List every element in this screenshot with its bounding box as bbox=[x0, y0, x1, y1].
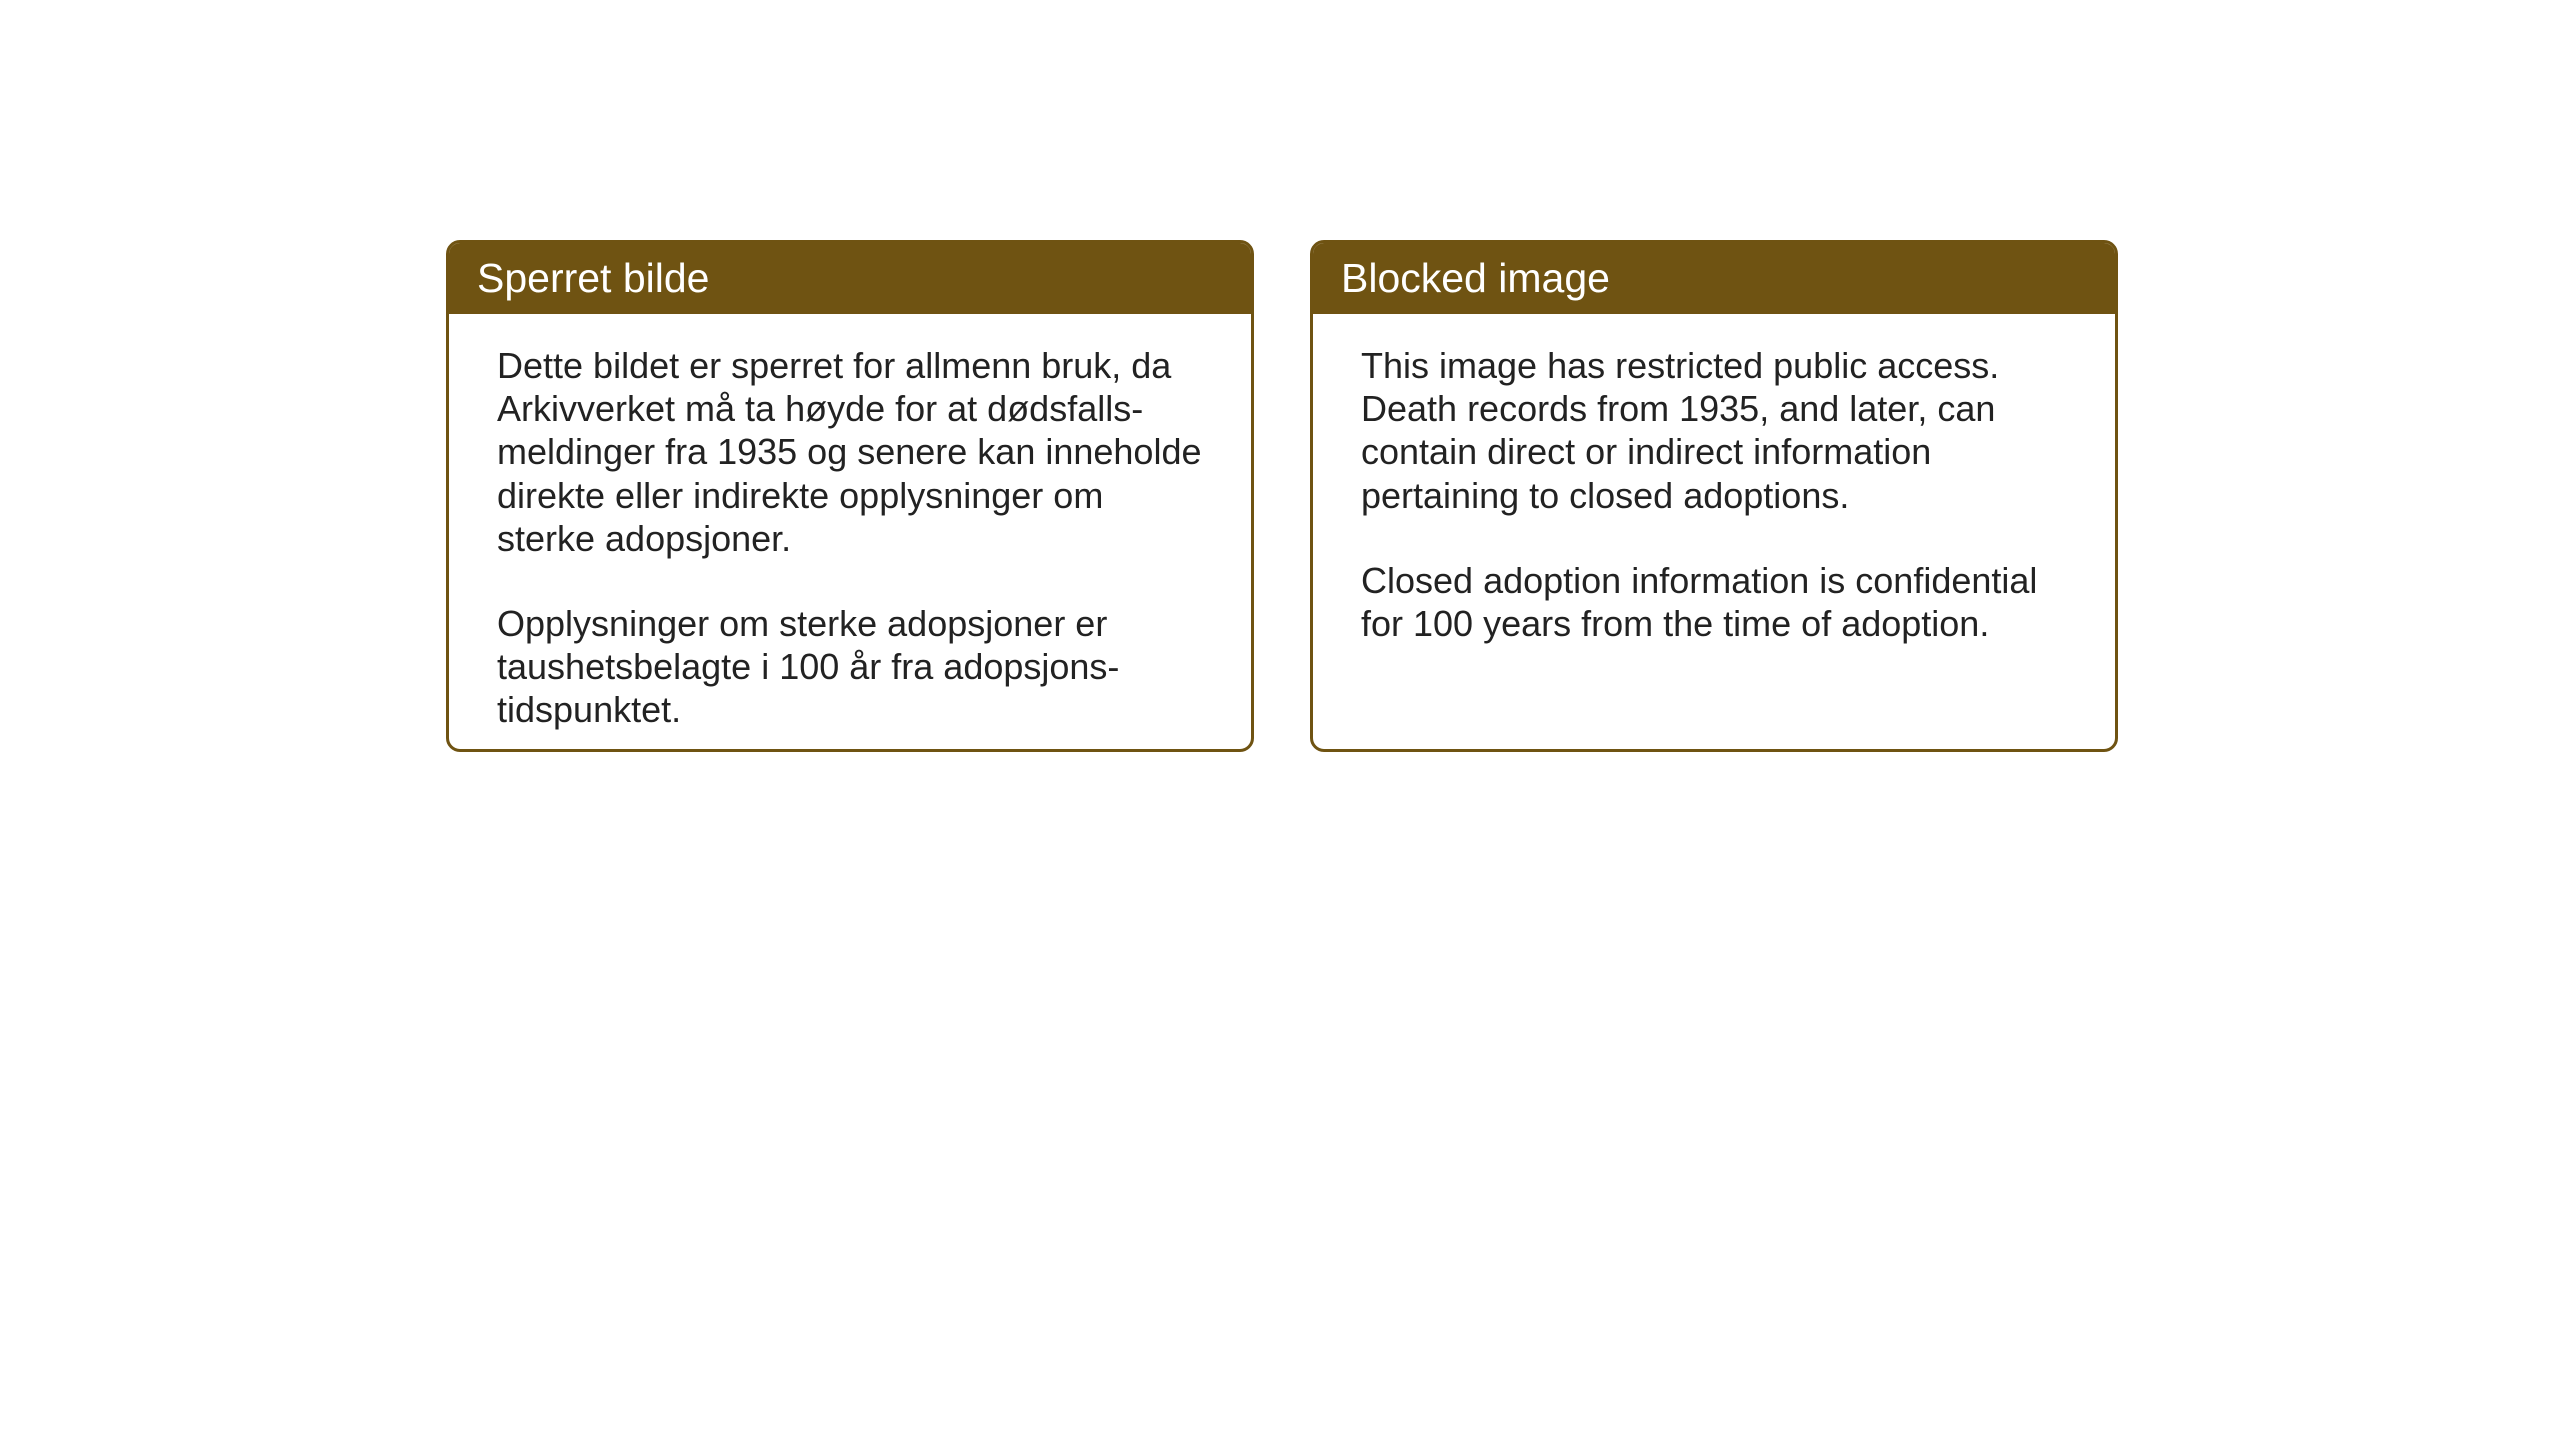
card-english-paragraph-1: This image has restricted public access.… bbox=[1361, 344, 2067, 517]
card-norwegian-header: Sperret bilde bbox=[449, 243, 1251, 314]
card-norwegian-paragraph-2: Opplysninger om sterke adopsjoner er tau… bbox=[497, 602, 1203, 732]
card-norwegian-paragraph-1: Dette bildet er sperret for allmenn bruk… bbox=[497, 344, 1203, 560]
card-english-title: Blocked image bbox=[1341, 255, 1610, 301]
card-norwegian: Sperret bilde Dette bildet er sperret fo… bbox=[446, 240, 1254, 752]
card-english-paragraph-2: Closed adoption information is confident… bbox=[1361, 559, 2067, 645]
card-norwegian-body: Dette bildet er sperret for allmenn bruk… bbox=[449, 314, 1251, 752]
card-english-body: This image has restricted public access.… bbox=[1313, 314, 2115, 675]
cards-container: Sperret bilde Dette bildet er sperret fo… bbox=[446, 240, 2118, 752]
card-norwegian-title: Sperret bilde bbox=[477, 255, 709, 301]
card-english-header: Blocked image bbox=[1313, 243, 2115, 314]
card-english: Blocked image This image has restricted … bbox=[1310, 240, 2118, 752]
